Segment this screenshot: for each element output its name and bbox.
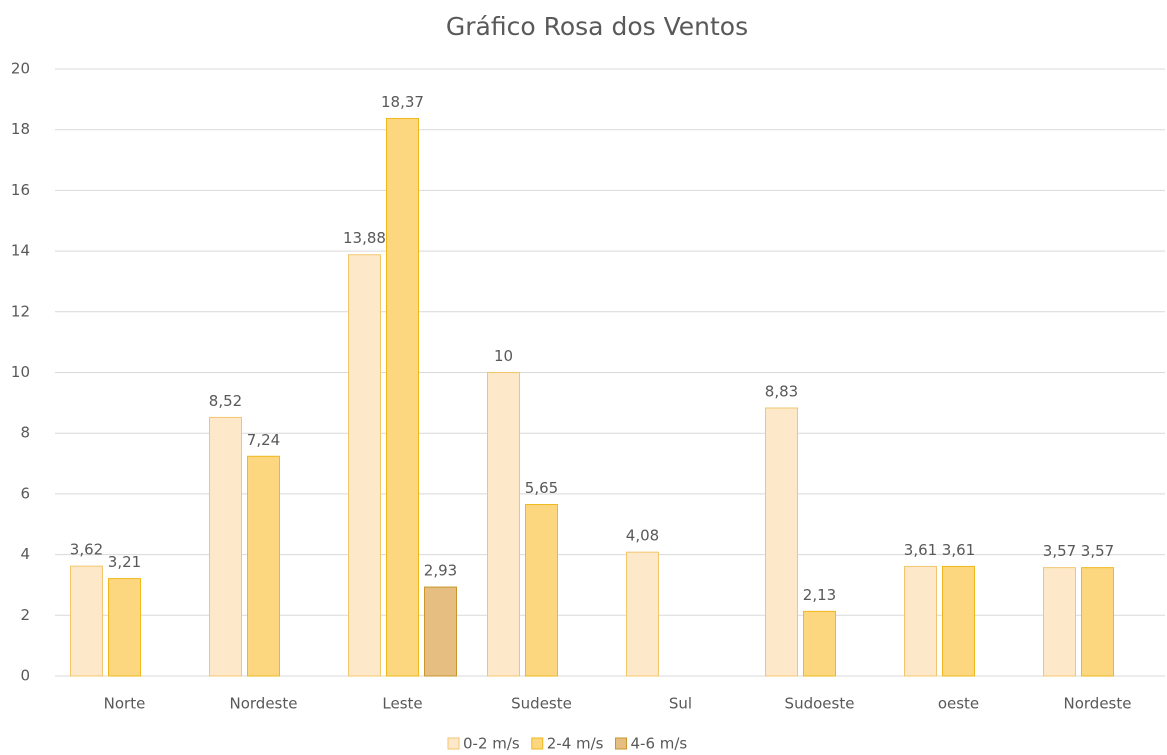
x-tick-label: Sul bbox=[669, 695, 692, 713]
y-tick-label: 14 bbox=[11, 242, 30, 260]
y-tick-label: 8 bbox=[20, 424, 30, 442]
data-label: 8,52 bbox=[209, 392, 242, 410]
bar bbox=[525, 504, 558, 677]
bar bbox=[942, 565, 975, 677]
bar bbox=[487, 372, 520, 677]
x-tick-label: oeste bbox=[938, 695, 979, 713]
data-label: 3,61 bbox=[904, 541, 937, 559]
legend-swatch bbox=[447, 737, 460, 750]
data-label: 3,57 bbox=[1081, 542, 1114, 560]
legend-swatch bbox=[531, 737, 544, 750]
bar bbox=[247, 455, 280, 677]
x-tick-label: Nordeste bbox=[1064, 695, 1132, 713]
data-label: 3,57 bbox=[1043, 542, 1076, 560]
bar bbox=[1081, 567, 1114, 677]
data-label: 3,61 bbox=[942, 541, 975, 559]
legend-swatch bbox=[615, 737, 627, 750]
bar bbox=[209, 416, 242, 677]
bar bbox=[386, 117, 419, 677]
data-label: 18,37 bbox=[381, 93, 424, 111]
bar bbox=[424, 586, 457, 677]
x-tick-label: Norte bbox=[104, 695, 146, 713]
y-tick-label: 10 bbox=[11, 363, 30, 381]
legend-label: 4-6 m/s bbox=[631, 735, 688, 753]
bar bbox=[348, 254, 381, 677]
data-label: 5,65 bbox=[525, 479, 558, 497]
legend-label: 2-4 m/s bbox=[547, 735, 604, 753]
bar bbox=[904, 565, 937, 677]
y-tick-label: 18 bbox=[11, 120, 30, 138]
y-tick-label: 2 bbox=[20, 606, 30, 624]
data-label: 4,08 bbox=[626, 527, 659, 545]
y-tick-label: 20 bbox=[11, 60, 30, 78]
y-tick-label: 0 bbox=[20, 667, 30, 685]
bar bbox=[1043, 567, 1076, 677]
x-tick-label: Nordeste bbox=[230, 695, 298, 713]
y-tick-label: 12 bbox=[11, 302, 30, 320]
y-tick-label: 16 bbox=[11, 181, 30, 199]
chart-title: Gráfico Rosa dos Ventos bbox=[446, 12, 748, 41]
data-label: 2,13 bbox=[803, 586, 836, 604]
data-label: 3,62 bbox=[70, 541, 103, 559]
bar bbox=[108, 578, 141, 677]
y-tick-label: 6 bbox=[20, 484, 30, 502]
x-tick-label: Sudeste bbox=[511, 695, 572, 713]
data-label: 13,88 bbox=[343, 229, 386, 247]
y-tick-label: 4 bbox=[20, 545, 30, 563]
data-label: 10 bbox=[494, 347, 513, 365]
x-tick-label: Sudoeste bbox=[785, 695, 855, 713]
legend-label: 0-2 m/s bbox=[463, 735, 520, 753]
bar bbox=[803, 610, 836, 677]
x-tick-label: Leste bbox=[382, 695, 422, 713]
data-label: 8,83 bbox=[765, 383, 798, 401]
bar bbox=[70, 565, 103, 677]
bar bbox=[765, 407, 798, 677]
bar bbox=[626, 551, 659, 677]
data-label: 2,93 bbox=[424, 562, 457, 580]
data-label: 3,21 bbox=[108, 553, 141, 571]
data-label: 7,24 bbox=[247, 431, 280, 449]
